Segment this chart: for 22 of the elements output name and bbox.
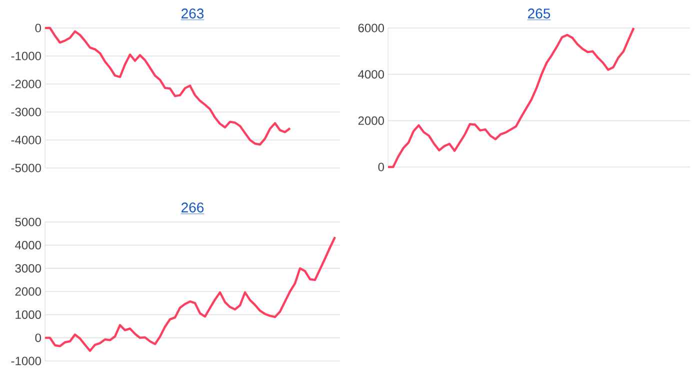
y-tick-label: -2000 <box>11 80 42 88</box>
y-tick-label: 6000 <box>358 24 384 32</box>
y-tick-label: -4000 <box>11 136 42 144</box>
y-tick-label: 2000 <box>15 287 42 296</box>
chart-title: 265 <box>528 8 550 18</box>
line-series <box>44 26 292 146</box>
y-tick-label: 0 <box>35 334 42 342</box>
y-tick-label: 1000 <box>16 310 42 319</box>
y-tick-label: -1000 <box>11 52 42 60</box>
y-tick-label: 4000 <box>358 70 384 79</box>
y-tick-label: 4000 <box>15 240 42 250</box>
y-tick-label: -3000 <box>11 108 42 116</box>
y-tick-label: 5000 <box>15 218 42 226</box>
y-tick-label: 3000 <box>15 264 42 273</box>
y-tick-label: 0 <box>378 162 384 172</box>
line-series <box>386 26 635 168</box>
y-tick-label: 2000 <box>358 116 384 125</box>
y-tick-label: -5000 <box>11 164 42 172</box>
y-tick-label: -1000 <box>11 356 42 366</box>
chart-title: 266 <box>182 202 204 212</box>
y-tick-label: 0 <box>35 24 42 32</box>
chart-title: 263 <box>182 8 204 18</box>
